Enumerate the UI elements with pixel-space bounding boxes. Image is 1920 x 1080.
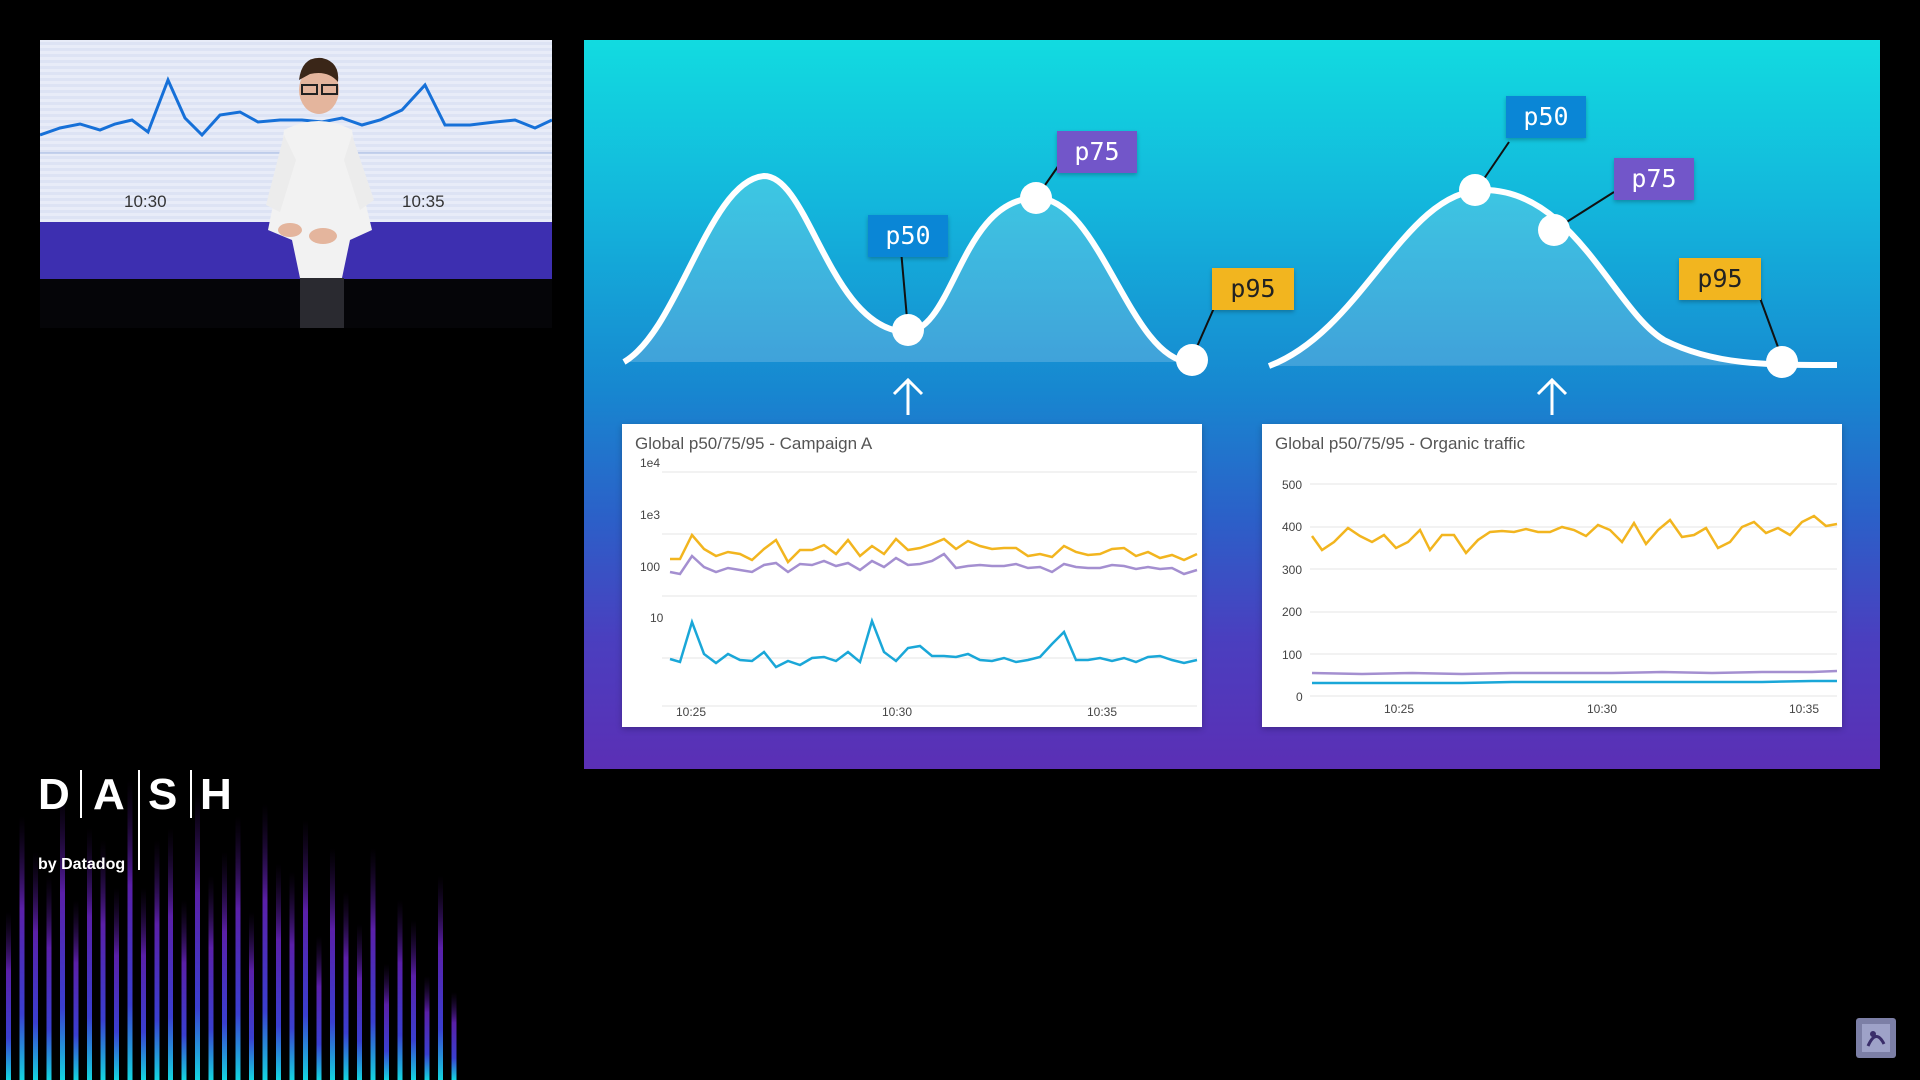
decorative-bar	[370, 848, 376, 1080]
y-tick-label: 100	[1282, 648, 1303, 662]
logo-letter: S	[148, 770, 178, 819]
presenter-figure	[266, 57, 374, 328]
p75-marker	[1020, 182, 1052, 214]
y-tick-label: 10	[650, 611, 664, 625]
decorative-bar	[384, 964, 389, 1080]
decorative-bar	[114, 888, 119, 1080]
stage-tick-label: 10:30	[124, 192, 167, 211]
logo-divider	[190, 770, 192, 818]
p50-tag: p50	[868, 215, 948, 257]
tag-label: p75	[1631, 164, 1677, 193]
y-tick-label: 500	[1282, 478, 1303, 492]
p75-tag: p75	[1057, 131, 1137, 173]
tag-label: p75	[1074, 137, 1120, 166]
decorative-bar	[289, 872, 295, 1080]
decorative-bar	[6, 912, 11, 1080]
x-tick-label: 10:25	[676, 705, 707, 719]
p75-marker	[1538, 214, 1570, 246]
panel-title: Global p50/75/95 - Organic traffic	[1275, 434, 1526, 453]
decorative-bar	[438, 876, 443, 1080]
panel-title: Global p50/75/95 - Campaign A	[635, 434, 873, 453]
logo-letter: H	[200, 770, 232, 819]
y-tick-label: 300	[1282, 563, 1303, 577]
dash-logo: D A S H by Datadog	[38, 770, 248, 880]
tag-label: p50	[885, 221, 931, 250]
p95-marker	[1766, 346, 1798, 378]
up-arrow-icon	[892, 377, 924, 415]
decorative-bar	[181, 900, 187, 1080]
speaker-video: 10:30 10:35	[40, 40, 552, 328]
tag-label: p95	[1230, 274, 1276, 303]
p75-tag: p75	[1614, 158, 1694, 200]
decorative-bar	[357, 924, 362, 1080]
campaign-a-chart	[662, 471, 1198, 707]
tag-label: p50	[1523, 102, 1569, 131]
up-arrow-icon	[1536, 377, 1568, 415]
decorative-bar	[303, 820, 308, 1080]
p95-tag: p95	[1212, 268, 1294, 310]
decorative-bar	[330, 848, 335, 1080]
p50-tag: p50	[1506, 96, 1586, 138]
y-tick-label: 1e3	[640, 508, 661, 522]
decorative-bar	[343, 892, 349, 1080]
decorative-bar	[141, 888, 146, 1080]
decorative-bar	[127, 780, 133, 1080]
tag-label: p95	[1697, 264, 1743, 293]
p95-tag: p95	[1679, 258, 1761, 300]
decorative-bar	[168, 828, 173, 1080]
decorative-bar	[262, 804, 268, 1080]
organic-traffic-chart	[1310, 483, 1838, 697]
decorative-bar	[451, 992, 457, 1080]
slide: p50 p75 p95 p50 p75 p95 Global p50/75/95…	[584, 40, 1880, 769]
x-tick-label: 10:30	[882, 705, 913, 719]
decorative-bar	[19, 816, 25, 1080]
decorative-bar	[424, 976, 430, 1080]
decorative-bar	[154, 840, 160, 1080]
decorative-bar	[222, 852, 227, 1080]
y-tick-label: 400	[1282, 520, 1303, 534]
decorative-bar	[411, 920, 416, 1080]
stage-tick-label: 10:35	[402, 192, 445, 211]
decorative-bar	[276, 864, 281, 1080]
decorative-bar	[249, 912, 254, 1080]
decorative-bar	[60, 792, 65, 1080]
decorative-bars	[6, 780, 457, 1080]
logo-divider	[80, 770, 82, 818]
decorative-bar	[195, 792, 200, 1080]
x-tick-label: 10:35	[1789, 702, 1820, 716]
stage-floor	[40, 279, 552, 328]
x-tick-label: 10:25	[1384, 702, 1415, 716]
p50-marker	[892, 314, 924, 346]
decorative-bar	[100, 840, 106, 1080]
logo-byline: by Datadog	[38, 856, 126, 873]
channel-watermark-icon	[1856, 1018, 1896, 1058]
logo-letter: A	[93, 770, 125, 819]
x-tick-label: 10:30	[1587, 702, 1618, 716]
left-curve-area	[624, 176, 1189, 362]
y-tick-label: 200	[1282, 605, 1303, 619]
decorative-bar	[235, 816, 241, 1080]
decorative-bar	[73, 900, 79, 1080]
x-tick-label: 10:35	[1087, 705, 1118, 719]
y-tick-label: 0	[1296, 690, 1303, 704]
decorative-bar	[208, 876, 214, 1080]
distribution-curves	[622, 141, 1838, 415]
p50-marker	[1459, 174, 1491, 206]
logo-divider	[138, 770, 140, 870]
y-tick-label: 100	[640, 560, 661, 574]
decorative-bar	[33, 852, 38, 1080]
decorative-bar	[87, 828, 92, 1080]
logo-letter: D	[38, 770, 70, 819]
decorative-bar	[316, 936, 322, 1080]
campaign-a-panel: Global p50/75/95 - Campaign A 1e4 1e3 10…	[622, 424, 1202, 727]
p95-marker	[1176, 344, 1208, 376]
organic-traffic-panel: Global p50/75/95 - Organic traffic 500 4…	[1262, 424, 1842, 727]
decorative-bar	[397, 900, 403, 1080]
decorative-bar	[46, 876, 52, 1080]
y-tick-label: 1e4	[640, 456, 661, 470]
